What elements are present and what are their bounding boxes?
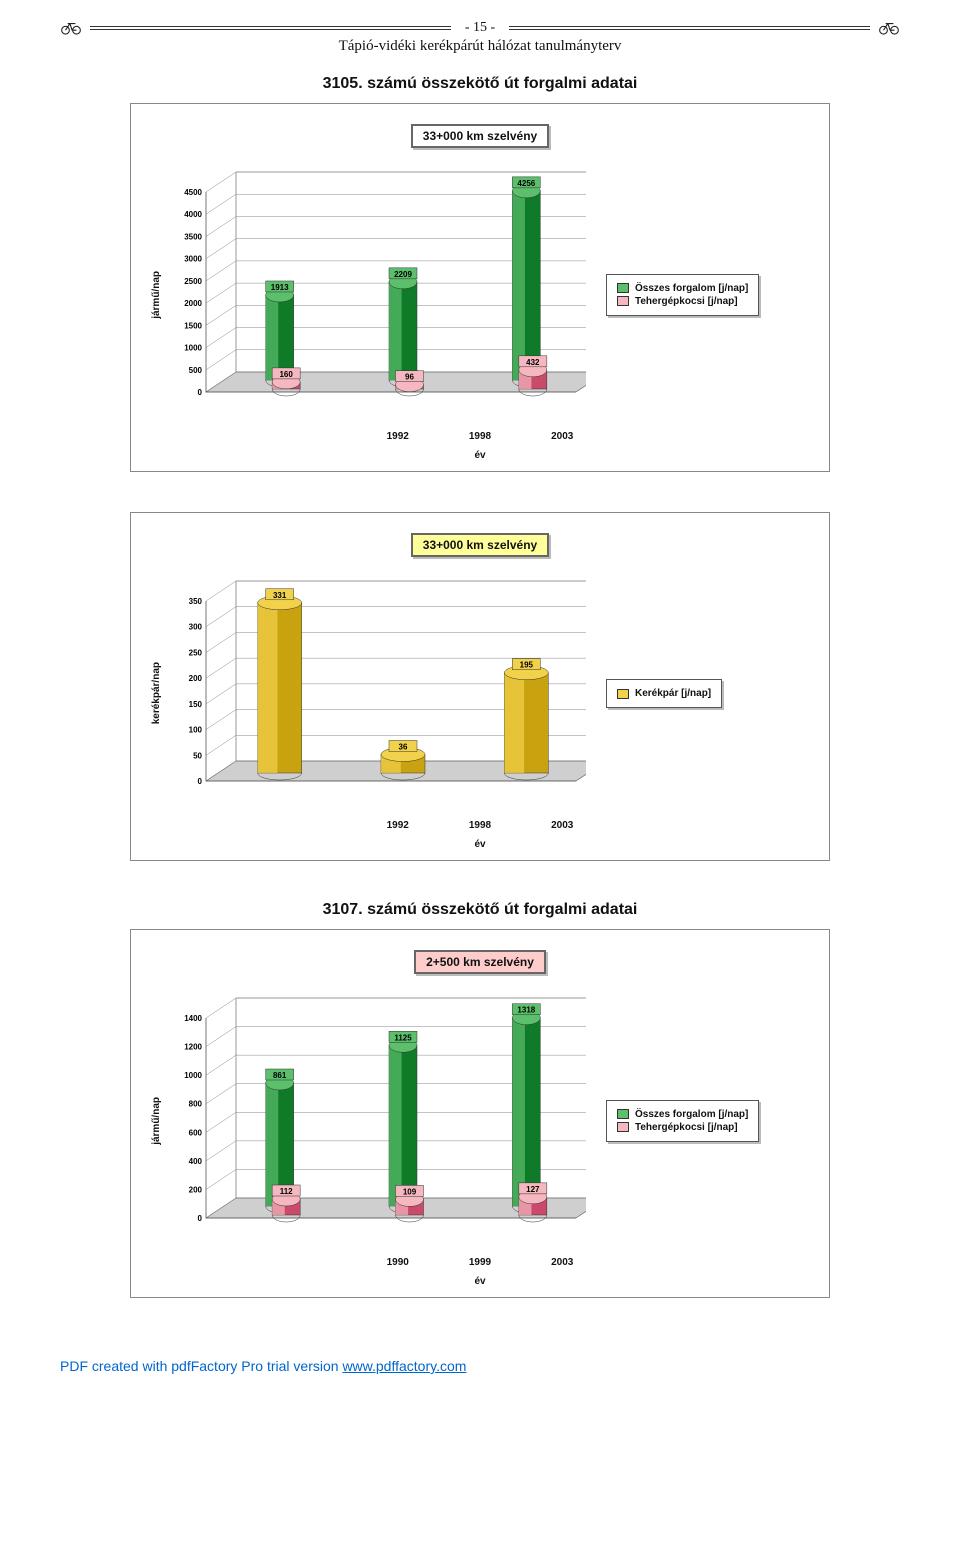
svg-text:3500: 3500 xyxy=(184,232,202,241)
svg-text:861: 861 xyxy=(273,1071,287,1080)
chart1-title: 3105. számú összekötő út forgalmi adatai xyxy=(60,75,900,93)
chart1-ylabel: jármű/nap xyxy=(151,271,162,319)
svg-text:1400: 1400 xyxy=(184,1014,202,1023)
chart2-plot: 0 50 100 150 200 250 300 350 331 36 195 xyxy=(166,571,586,816)
svg-text:1500: 1500 xyxy=(184,321,202,330)
svg-text:200: 200 xyxy=(189,674,203,683)
chart2-badge: 33+000 km szelvény xyxy=(411,533,549,557)
chart2-xticks: 1992 1998 2003 xyxy=(151,820,809,831)
page-number: - 15 - xyxy=(459,20,501,36)
svg-text:200: 200 xyxy=(189,1185,203,1194)
xtick: 2003 xyxy=(551,431,573,442)
chart1-badge: 33+000 km szelvény xyxy=(411,124,549,148)
svg-text:331: 331 xyxy=(273,591,287,600)
svg-text:100: 100 xyxy=(189,726,203,735)
svg-text:3000: 3000 xyxy=(184,255,202,264)
svg-text:109: 109 xyxy=(403,1187,417,1196)
xtick: 1999 xyxy=(469,1257,491,1268)
xtick: 2003 xyxy=(551,820,573,831)
chart3-plot: 0 200 400 600 800 1000 1200 1400 861 112 1125 109 13… xyxy=(166,988,586,1253)
svg-text:600: 600 xyxy=(189,1128,203,1137)
svg-text:2000: 2000 xyxy=(184,299,202,308)
svg-text:0: 0 xyxy=(198,388,203,397)
svg-text:2500: 2500 xyxy=(184,277,202,286)
chart3-ylabel: jármű/nap xyxy=(151,1097,162,1145)
svg-text:400: 400 xyxy=(189,1157,203,1166)
chart2-frame: 33+000 km szelvény kerékpár/nap 0 50 100 15… xyxy=(130,512,830,861)
xtick: 2003 xyxy=(551,1257,573,1268)
chart2-ylabel: kerékpár/nap xyxy=(151,662,162,724)
chart1-xticks: 1992 1998 2003 xyxy=(151,431,809,442)
svg-text:1125: 1125 xyxy=(394,1033,412,1042)
svg-text:4256: 4256 xyxy=(517,179,535,188)
svg-text:1200: 1200 xyxy=(184,1043,202,1052)
document-subtitle: Tápió-vidéki kerékpárút hálózat tanulmán… xyxy=(60,38,900,55)
chart2-legend: Kerékpár [j/nap] xyxy=(606,679,722,708)
legend-swatch xyxy=(617,1122,629,1132)
svg-text:50: 50 xyxy=(193,751,202,760)
svg-text:432: 432 xyxy=(526,358,540,367)
svg-text:1000: 1000 xyxy=(184,1071,202,1080)
xtick: 1990 xyxy=(387,1257,409,1268)
legend-label: Összes forgalom [j/nap] xyxy=(635,1109,748,1120)
chart1-legend: Összes forgalom [j/nap] Tehergépkocsi [j… xyxy=(606,274,759,316)
chart3-frame: 2+500 km szelvény jármű/nap 0 200 400 600 80… xyxy=(130,929,830,1298)
svg-text:36: 36 xyxy=(399,742,408,751)
svg-text:127: 127 xyxy=(526,1185,540,1194)
legend-swatch xyxy=(617,283,629,293)
footer-prefix: PDF created with pdfFactory Pro trial ve… xyxy=(60,1358,342,1374)
legend-swatch xyxy=(617,296,629,306)
xtick: 1998 xyxy=(469,820,491,831)
svg-text:500: 500 xyxy=(189,366,203,375)
svg-text:250: 250 xyxy=(189,648,203,657)
legend-swatch xyxy=(617,689,629,699)
chart2-xlabel: év xyxy=(151,839,809,850)
svg-text:160: 160 xyxy=(279,370,293,379)
xtick: 1992 xyxy=(387,820,409,831)
legend-label: Tehergépkocsi [j/nap] xyxy=(635,1122,738,1133)
svg-text:96: 96 xyxy=(405,373,414,382)
legend-label: Tehergépkocsi [j/nap] xyxy=(635,296,738,307)
svg-text:300: 300 xyxy=(189,623,203,632)
page-header: - 15 - Tápió-vidéki kerékpárút hálózat t… xyxy=(60,20,900,55)
svg-text:350: 350 xyxy=(189,597,203,606)
svg-text:0: 0 xyxy=(198,777,203,786)
chart3-title: 3107. számú összekötő út forgalmi adatai xyxy=(60,901,900,919)
chart3-legend: Összes forgalom [j/nap] Tehergépkocsi [j… xyxy=(606,1100,759,1142)
svg-text:1913: 1913 xyxy=(271,283,289,292)
svg-text:800: 800 xyxy=(189,1100,203,1109)
svg-text:1318: 1318 xyxy=(517,1006,535,1015)
svg-text:4500: 4500 xyxy=(184,188,202,197)
chart1-frame: 33+000 km szelvény jármű/nap 0 500 1000 150… xyxy=(130,103,830,472)
svg-text:150: 150 xyxy=(189,700,203,709)
pdf-footer: PDF created with pdfFactory Pro trial ve… xyxy=(60,1358,900,1374)
bike-icon xyxy=(878,21,900,35)
chart1-xlabel: év xyxy=(151,450,809,461)
svg-text:1000: 1000 xyxy=(184,344,202,353)
footer-link[interactable]: www.pdffactory.com xyxy=(342,1358,466,1374)
svg-text:112: 112 xyxy=(280,1187,293,1196)
chart3-xlabel: év xyxy=(151,1276,809,1287)
svg-text:195: 195 xyxy=(520,661,534,670)
svg-text:0: 0 xyxy=(198,1214,203,1223)
bike-icon xyxy=(60,21,82,35)
chart3-xticks: 1990 1999 2003 xyxy=(151,1257,809,1268)
legend-label: Kerékpár [j/nap] xyxy=(635,688,711,699)
svg-text:2209: 2209 xyxy=(394,270,412,279)
legend-swatch xyxy=(617,1109,629,1119)
svg-text:4000: 4000 xyxy=(184,210,202,219)
xtick: 1992 xyxy=(387,431,409,442)
header-rule: - 15 - xyxy=(60,20,900,36)
chart3-badge: 2+500 km szelvény xyxy=(414,950,546,974)
legend-label: Összes forgalom [j/nap] xyxy=(635,283,748,294)
chart1-plot: 0 500 1000 1500 2000 2500 3000 3500 4000 4500 1913… xyxy=(166,162,586,427)
xtick: 1998 xyxy=(469,431,491,442)
